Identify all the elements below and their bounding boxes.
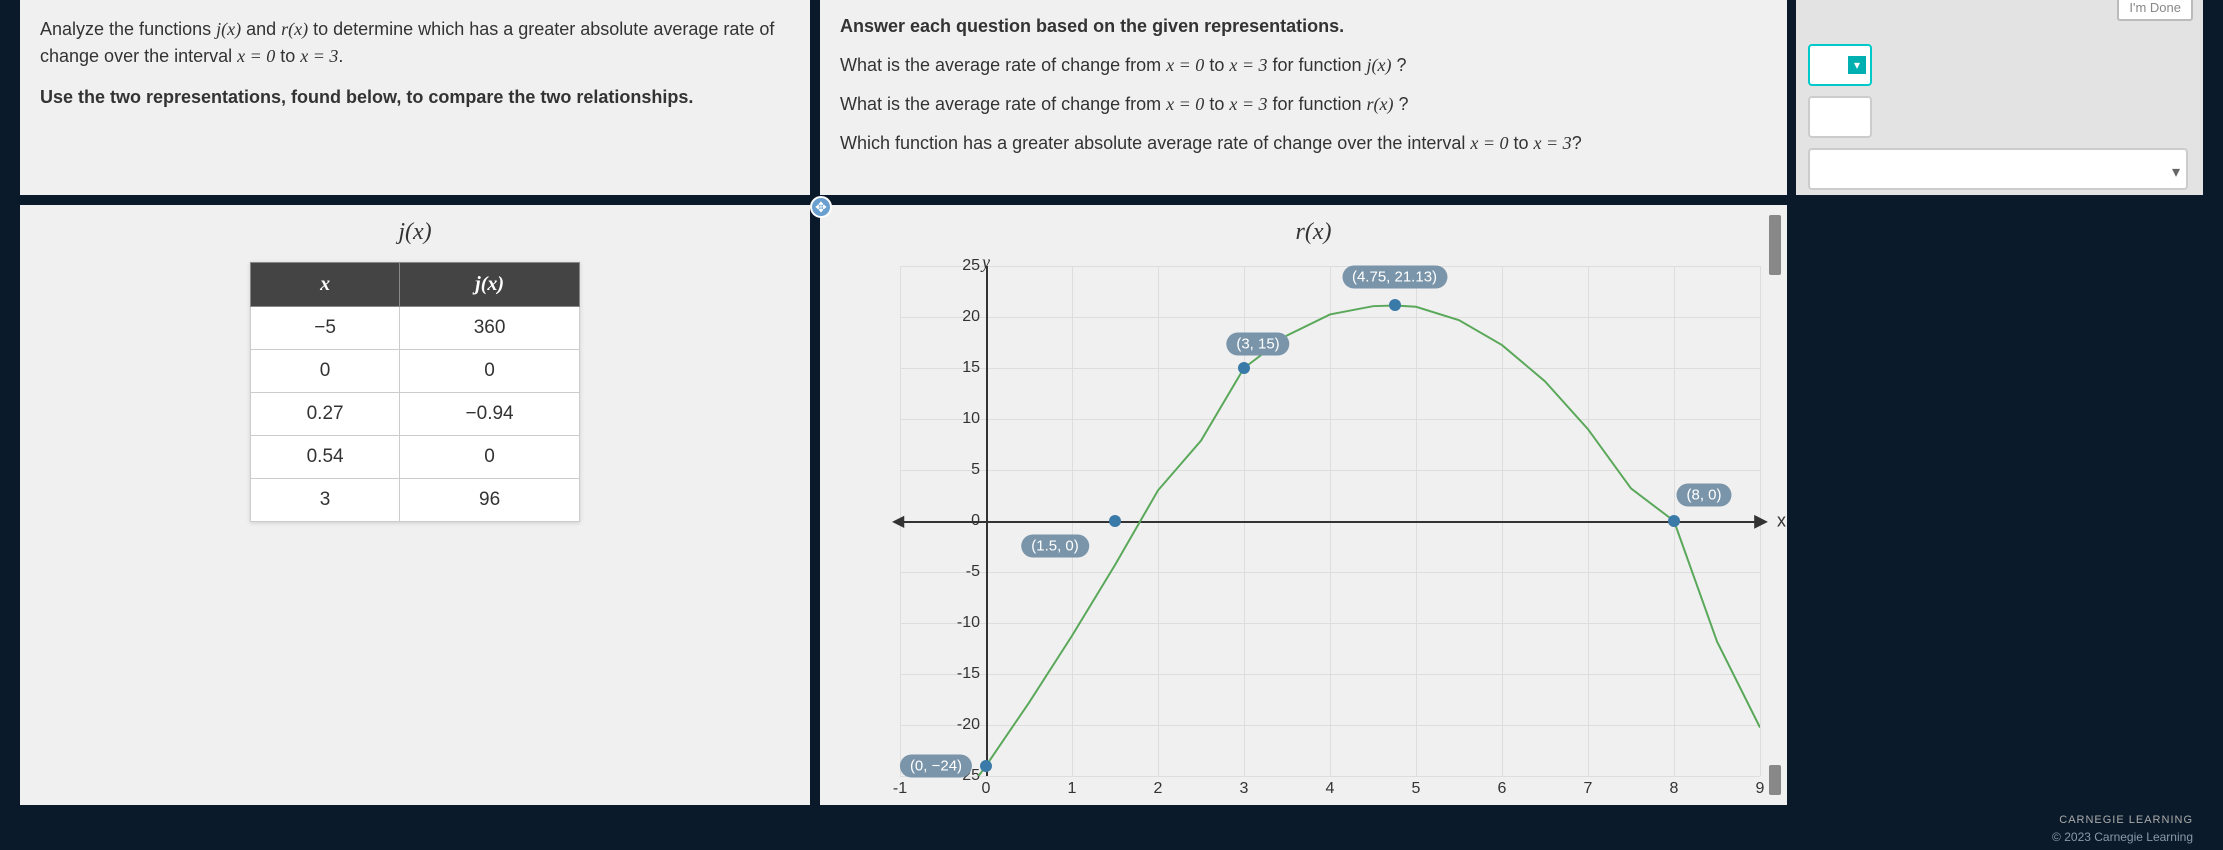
x-tick-label: 3: [1240, 780, 1249, 798]
answer-2-input[interactable]: [1808, 96, 1872, 138]
prompt-line-1: Analyze the functions j(x) and r(x) to d…: [40, 16, 790, 70]
rx-title: r(x): [860, 219, 1767, 246]
question-3: Which function has a greater absolute av…: [840, 133, 1767, 154]
chart-point[interactable]: [980, 760, 992, 772]
x-tick-label: 9: [1756, 780, 1765, 798]
answers-panel: I'm Done ▾ ▾: [1796, 0, 2203, 195]
prompt-line-2: Use the two representations, found below…: [40, 84, 790, 111]
chart-point[interactable]: [1389, 299, 1401, 311]
x-tick-label: 5: [1412, 780, 1421, 798]
table-row: 0.540: [251, 436, 580, 479]
questions-heading: Answer each question based on the given …: [840, 16, 1767, 37]
x-tick-label: -1: [893, 780, 907, 798]
brand-label: CARNEGIE LEARNING: [2059, 814, 2193, 826]
x-tick-label: 7: [1584, 780, 1593, 798]
table-row: 00: [251, 350, 580, 393]
chart-point-label: (0, −24): [900, 754, 972, 777]
x-tick-label: 2: [1154, 780, 1163, 798]
copyright-label: © 2023 Carnegie Learning: [2052, 830, 2193, 844]
questions-panel: Answer each question based on the given …: [820, 0, 1787, 195]
jx-panel: j(x) x j(x) −5360 00 0.27−0.94 0.540 396: [20, 205, 810, 805]
rx-chart[interactable]: -101234567892520151050-5-10-15-20-25▶xy◀…: [900, 266, 1760, 776]
chart-point-label: (8, 0): [1676, 484, 1731, 507]
jx-header-x: x: [251, 263, 400, 307]
x-tick-label: 1: [1068, 780, 1077, 798]
rx-panel: r(x) -101234567892520151050-5-10-15-20-2…: [820, 205, 1787, 805]
scrollbar[interactable]: [1769, 215, 1781, 275]
table-row: −5360: [251, 307, 580, 350]
chart-point[interactable]: [1668, 515, 1680, 527]
prompt-panel: Analyze the functions j(x) and r(x) to d…: [20, 0, 810, 195]
im-done-button[interactable]: I'm Done: [2117, 0, 2193, 21]
scrollbar[interactable]: [1769, 765, 1781, 795]
answer-3-dropdown[interactable]: ▾: [1808, 148, 2188, 190]
table-row: 0.27−0.94: [251, 393, 580, 436]
chart-point[interactable]: [1109, 515, 1121, 527]
jx-header-jx: j(x): [400, 263, 580, 307]
chart-point-label: (1.5, 0): [1021, 535, 1089, 558]
question-2: What is the average rate of change from …: [840, 94, 1767, 115]
jx-table: x j(x) −5360 00 0.27−0.94 0.540 396: [250, 262, 580, 522]
question-1: What is the average rate of change from …: [840, 55, 1767, 76]
drag-handle-icon[interactable]: ✥: [810, 196, 832, 218]
answer-1-dropdown[interactable]: ▾: [1808, 44, 1872, 86]
chart-point-label: (4.75, 21.13): [1342, 266, 1447, 289]
table-row: 396: [251, 479, 580, 522]
chart-point[interactable]: [1238, 362, 1250, 374]
x-tick-label: 0: [982, 780, 991, 798]
x-tick-label: 8: [1670, 780, 1679, 798]
chevron-down-icon: ▾: [1848, 56, 1866, 74]
x-tick-label: 6: [1498, 780, 1507, 798]
chevron-down-icon: ▾: [2172, 162, 2180, 182]
chart-point-label: (3, 15): [1226, 333, 1289, 356]
jx-title: j(x): [50, 219, 780, 246]
x-tick-label: 4: [1326, 780, 1335, 798]
